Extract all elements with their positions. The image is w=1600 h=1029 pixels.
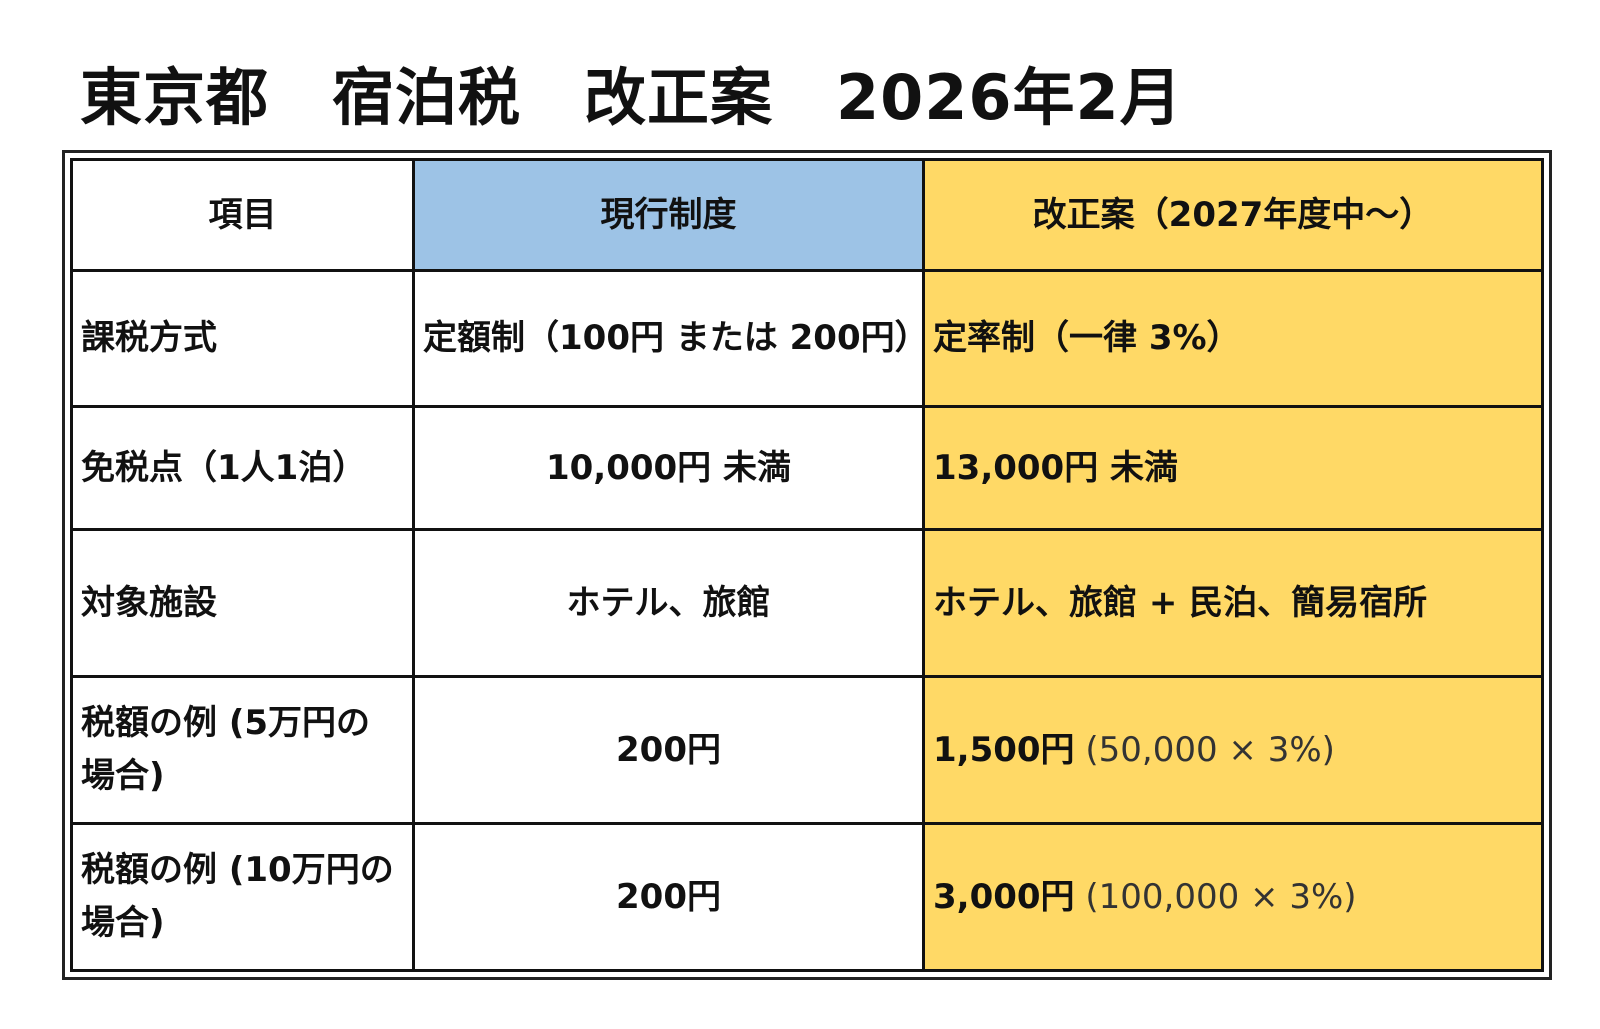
proposal-value: ホテル、旅館 + 民泊、簡易宿所 xyxy=(933,582,1428,623)
comparison-table: 項目 現行制度 改正案（2027年度中～） 課税方式 定額制（100円 または … xyxy=(70,158,1544,973)
row-proposal-cell: 3,000円 (100,000 × 3%) xyxy=(922,821,1544,973)
row-current-cell: ホテル、旅館 xyxy=(412,528,925,678)
header-row: 項目 現行制度 改正案（2027年度中～） xyxy=(70,158,1544,272)
row-proposal-cell: 定率制（一律 3%） xyxy=(922,269,1544,408)
proposal-value: 3,000円 xyxy=(933,876,1075,917)
proposal-value: 13,000円 未満 xyxy=(933,447,1179,488)
proposal-note: (50,000 × 3%) xyxy=(1074,729,1335,770)
row-item-cell: 課税方式 xyxy=(70,269,415,408)
table-row: 課税方式 定額制（100円 または 200円） 定率制（一律 3%） xyxy=(70,269,1544,408)
row-current-cell: 定額制（100円 または 200円） xyxy=(412,269,925,408)
header-item: 項目 xyxy=(70,158,415,272)
row-item-cell: 免税点（1人1泊） xyxy=(70,404,415,532)
row-item-cell: 対象施設 xyxy=(70,528,415,678)
comparison-table-frame: 項目 現行制度 改正案（2027年度中～） 課税方式 定額制（100円 または … xyxy=(62,150,1552,980)
row-current-cell: 200円 xyxy=(412,821,925,973)
row-current-cell: 10,000円 未満 xyxy=(412,404,925,532)
page-title: 東京都 宿泊税 改正案 2026年2月 xyxy=(80,61,1183,134)
proposal-value: 定率制（一律 3%） xyxy=(933,317,1241,358)
row-current-cell: 200円 xyxy=(412,675,925,825)
table-row: 免税点（1人1泊） 10,000円 未満 13,000円 未満 xyxy=(70,404,1544,532)
table-row: 税額の例 (10万円の場合) 200円 3,000円 (100,000 × 3%… xyxy=(70,821,1544,973)
header-proposal: 改正案（2027年度中～） xyxy=(922,158,1544,272)
proposal-note: (100,000 × 3%) xyxy=(1074,876,1357,917)
proposal-value: 1,500円 xyxy=(933,729,1075,770)
header-current-system: 現行制度 xyxy=(412,158,925,272)
row-proposal-cell: 1,500円 (50,000 × 3%) xyxy=(922,675,1544,825)
table-row: 税額の例 (5万円の場合) 200円 1,500円 (50,000 × 3%) xyxy=(70,675,1544,825)
row-item-cell: 税額の例 (10万円の場合) xyxy=(70,821,415,973)
table-row: 対象施設 ホテル、旅館 ホテル、旅館 + 民泊、簡易宿所 xyxy=(70,528,1544,678)
row-proposal-cell: 13,000円 未満 xyxy=(922,404,1544,532)
row-item-cell: 税額の例 (5万円の場合) xyxy=(70,675,415,825)
row-proposal-cell: ホテル、旅館 + 民泊、簡易宿所 xyxy=(922,528,1544,678)
